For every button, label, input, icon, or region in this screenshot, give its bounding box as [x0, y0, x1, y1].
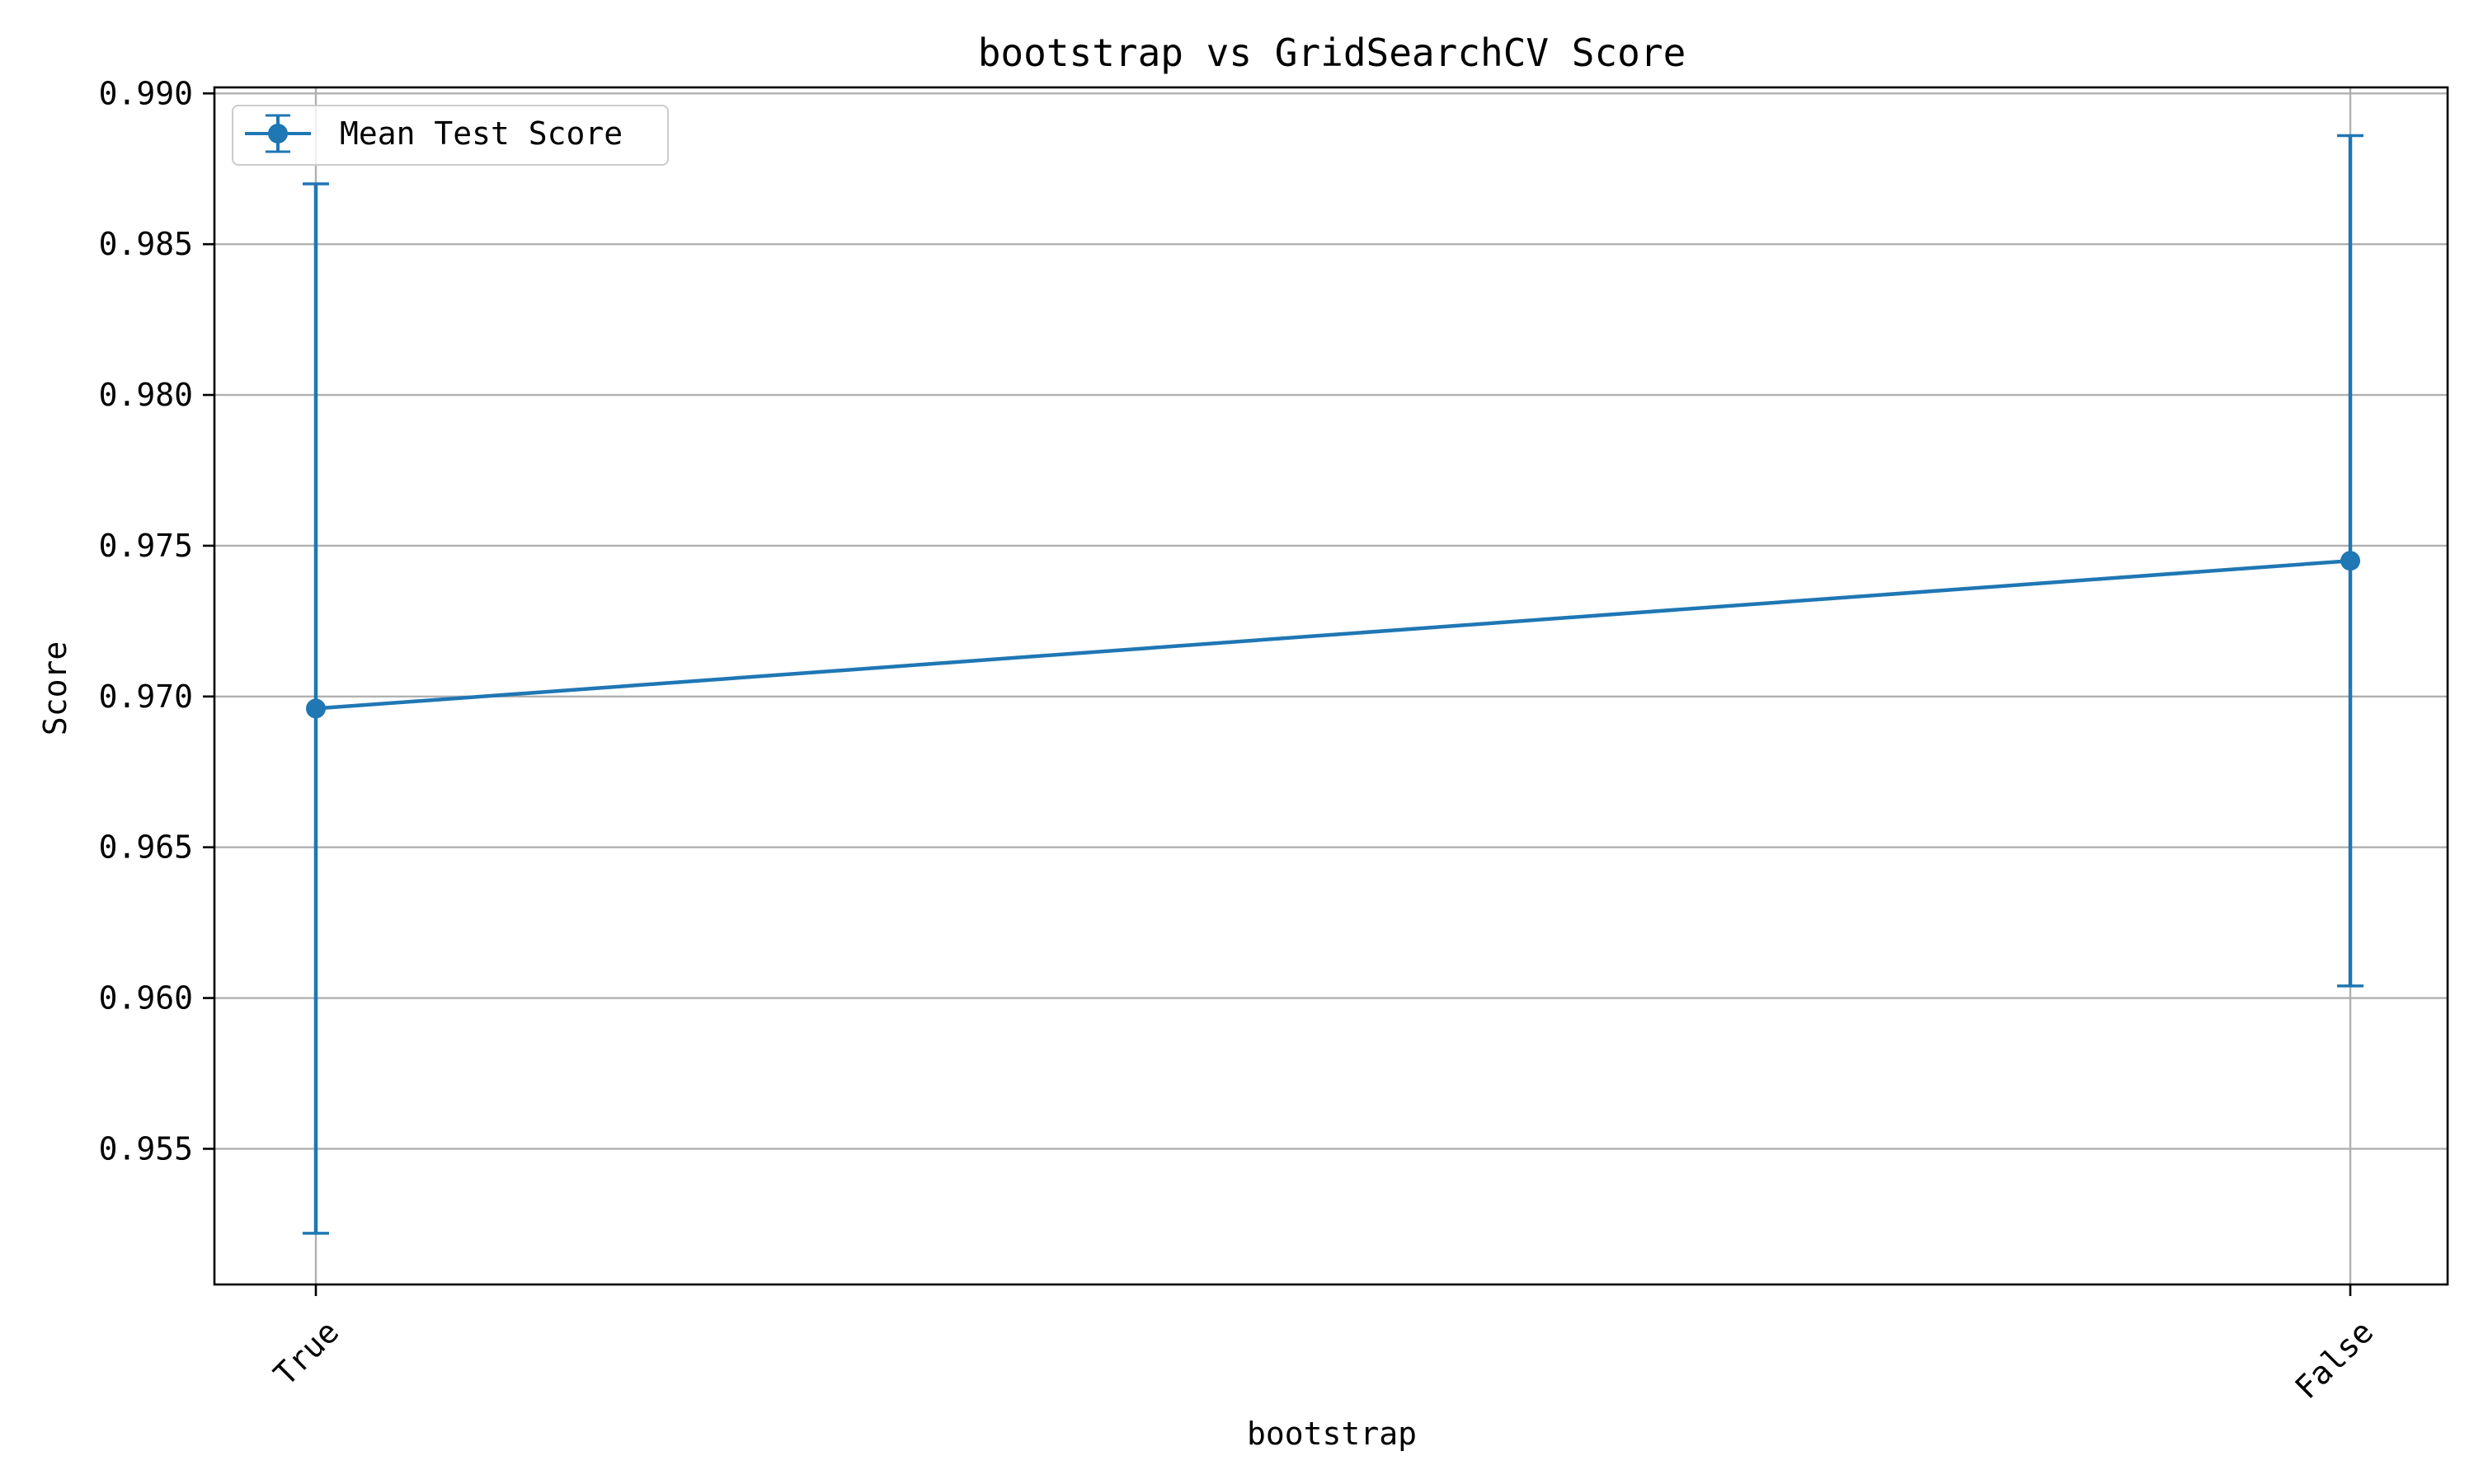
- y-tick-label: 0.965: [99, 829, 193, 866]
- y-tick-label: 0.955: [99, 1130, 193, 1167]
- x-axis-label: bootstrap: [1247, 1416, 1417, 1452]
- y-tick-label: 0.970: [99, 679, 193, 715]
- data-series: [303, 134, 2363, 1235]
- grid-lines: [214, 87, 2448, 1284]
- y-tick-label: 0.990: [99, 75, 193, 111]
- series-line: [315, 558, 2351, 711]
- chart-title: bootstrap vs GridSearchCV Score: [978, 31, 1686, 75]
- y-tick-label: 0.975: [99, 528, 193, 564]
- data-point-marker: [306, 698, 326, 719]
- legend-label: Mean Test Score: [340, 115, 623, 152]
- legend-marker-swatch: [268, 124, 288, 143]
- y-axis-label: Score: [37, 641, 73, 735]
- y-tick-label: 0.980: [99, 377, 193, 413]
- y-tick-label: 0.985: [99, 226, 193, 262]
- legend-box: [232, 105, 669, 166]
- data-point-marker: [2340, 551, 2360, 571]
- y-tick-label: 0.960: [99, 980, 193, 1017]
- axes-frame: [213, 86, 2449, 1286]
- legend: Mean Test Score: [232, 105, 669, 166]
